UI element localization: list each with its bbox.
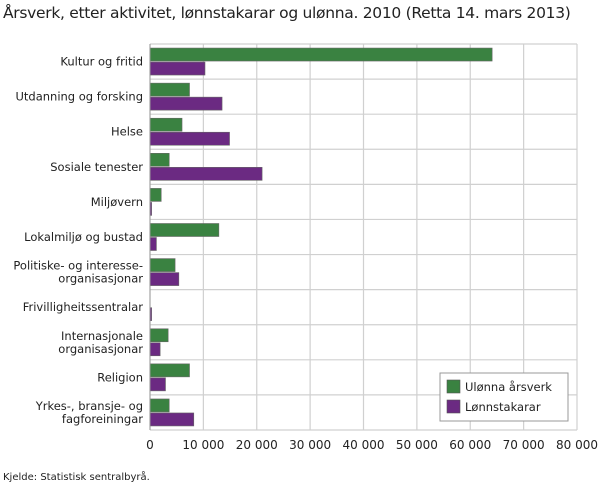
bar-ulonna <box>149 258 176 272</box>
bar-lonnstakarar <box>149 272 180 286</box>
bar-lonnstakarar <box>149 377 166 392</box>
bar-lonnstakarar <box>149 237 157 251</box>
x-tick-label: 20 000 <box>236 438 278 452</box>
legend-box <box>439 372 569 422</box>
x-tick-label: 0 <box>146 438 154 452</box>
chart-title: Årsverk, etter aktivitet, lønnstakarar o… <box>3 4 571 22</box>
legend-label: Ulønna årsverk <box>465 380 552 394</box>
bar-lonnstakarar <box>149 342 161 357</box>
x-tick-label: 10 000 <box>182 438 224 452</box>
bar-ulonna <box>149 398 170 413</box>
category-label: Kultur og fritid <box>60 55 143 69</box>
legend-label: Lønnstakarar <box>465 400 541 414</box>
bar-lonnstakarar <box>149 412 195 427</box>
bar-ulonna <box>149 223 220 237</box>
category-label: Internasjonale organisasjonar <box>58 329 143 356</box>
category-label: Helse <box>111 125 143 139</box>
x-tick-label: 50 000 <box>396 438 438 452</box>
x-tick-label: 80 000 <box>556 438 598 452</box>
category-label: Sosiale tenester <box>50 160 143 174</box>
category-label: Lokalmiljø og bustad <box>24 230 143 244</box>
bar-ulonna <box>149 188 162 202</box>
bar-ulonna <box>149 328 169 343</box>
bar-lonnstakarar <box>149 131 230 146</box>
category-label: Politiske- og interesse-organisasjonar <box>13 259 143 286</box>
bar-ulonna <box>149 117 183 132</box>
legend-swatch <box>446 399 461 414</box>
x-tick-label: 30 000 <box>289 438 331 452</box>
bar-ulonna <box>149 153 170 167</box>
bar-lonnstakarar <box>149 61 206 76</box>
legend-swatch <box>446 379 461 394</box>
x-tick-label: 60 000 <box>449 438 491 452</box>
category-label: Miljøvern <box>91 195 143 209</box>
source-note: Kjelde: Statistisk sentralbyrå. <box>3 472 150 483</box>
bar-lonnstakarar <box>149 167 263 181</box>
category-label: Utdanning og forsking <box>15 90 143 104</box>
bar-lonnstakarar <box>149 96 223 111</box>
bar-ulonna <box>149 363 190 378</box>
x-tick-label: 40 000 <box>343 438 385 452</box>
bar-ulonna <box>149 82 190 97</box>
category-label: Religion <box>97 370 143 384</box>
bar-ulonna <box>149 47 493 62</box>
category-label: Frivilligheitssentralar <box>23 300 144 314</box>
category-label: Yrkes-, bransje- og fagforeiningar <box>35 399 144 426</box>
x-tick-label: 70 000 <box>503 438 545 452</box>
